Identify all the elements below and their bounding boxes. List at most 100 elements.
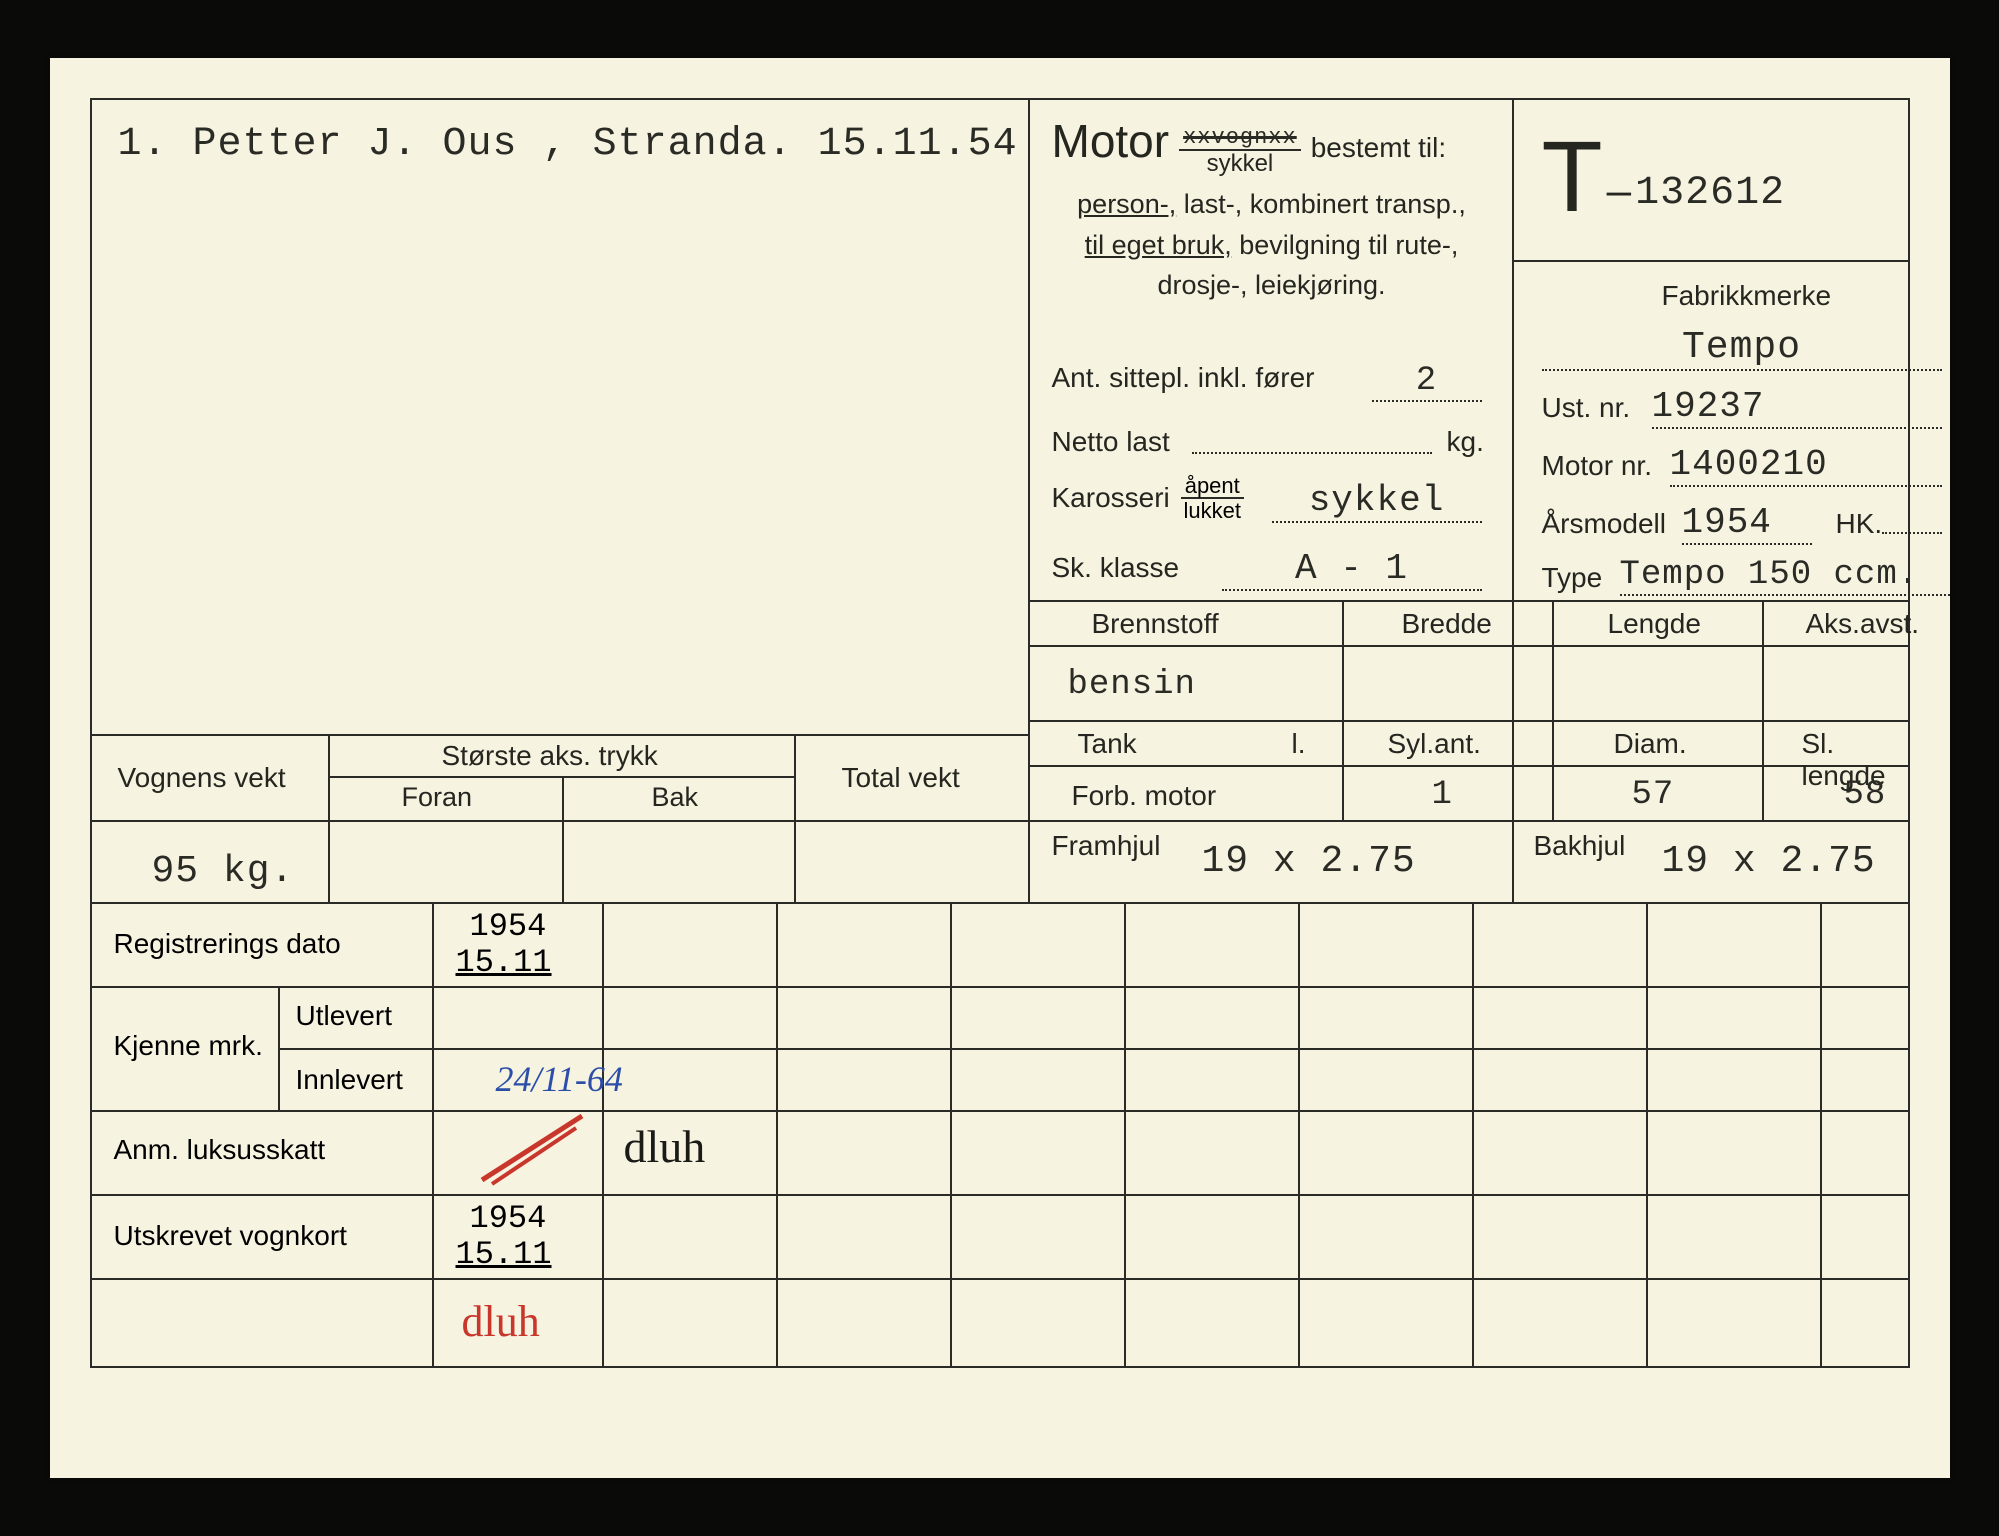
wt-v1b <box>562 776 564 902</box>
bakhjul-label: Bakhjul <box>1534 830 1626 862</box>
spec-v3 <box>1762 600 1764 820</box>
nettolast-val <box>1192 428 1432 454</box>
wheels-v1 <box>1028 820 1030 902</box>
spec-r3 <box>1028 765 1908 767</box>
spec-v1 <box>1342 600 1344 820</box>
v-diam: 57 <box>1632 776 1675 814</box>
h-brennstoff: Brennstoff <box>1092 608 1219 640</box>
wt-mid <box>328 776 794 778</box>
sykkel-word: sykkel <box>1203 151 1278 176</box>
utskrevet-sign: dluh <box>462 1296 540 1347</box>
br-h3 <box>92 1194 1908 1196</box>
red-slash-icon <box>472 1108 592 1188</box>
registration-card: 1. Petter J. Ous , Stranda. 15.11.54 Mot… <box>50 58 1950 1478</box>
bakhjul-val: 19 x 2.75 <box>1662 840 1876 883</box>
br-kjenne-split <box>278 986 280 1110</box>
spec-r1 <box>1028 645 1908 647</box>
sittepl-val: 2 <box>1372 362 1482 402</box>
anmluks-label: Anm. luksusskatt <box>114 1134 326 1166</box>
spec-r2 <box>1028 720 1908 722</box>
br-h4 <box>92 1278 1908 1280</box>
v-syl: 1 <box>1432 776 1453 814</box>
reg-dash: – <box>1607 166 1631 215</box>
h-tank-unit: l. <box>1292 728 1306 760</box>
arsmodell-label: Årsmodell <box>1542 508 1666 540</box>
h-aksavst: Aks.avst. <box>1806 608 1920 640</box>
karosseri-val: sykkel <box>1272 480 1482 523</box>
arsmodell-val: 1954 <box>1682 502 1812 545</box>
spec-top <box>1028 600 1908 602</box>
anmluks-sign: dluh <box>624 1120 706 1173</box>
vogn-struck: xxvognxx <box>1179 126 1301 151</box>
owner-line: 1. Petter J. Ous , Stranda. 15.11.54 <box>118 122 1018 167</box>
br-v1 <box>432 902 434 1368</box>
br-v8 <box>1646 902 1648 1368</box>
utlevert-label: Utlevert <box>296 1000 392 1032</box>
skklasse-val: A - 1 <box>1222 548 1482 591</box>
hk-val <box>1882 510 1942 534</box>
karosseri-label: Karosseri <box>1052 482 1170 514</box>
wt-h-total: Total vekt <box>842 762 960 794</box>
h-bredde: Bredde <box>1402 608 1492 640</box>
innlevert-val: 24/11-64 <box>496 1058 623 1100</box>
h-forb: Forb. motor <box>1072 780 1217 812</box>
reg-number: 132612 <box>1635 171 1785 216</box>
reg-hline <box>1512 260 1908 262</box>
h-syl: Syl.ant. <box>1388 728 1481 760</box>
spec-v2 <box>1552 600 1554 820</box>
skklasse-label: Sk. klasse <box>1052 552 1180 584</box>
divider-v2 <box>1512 100 1514 820</box>
divider-v1 <box>1028 100 1030 820</box>
br-h1b <box>278 1048 1908 1050</box>
wt-v1 <box>328 734 330 902</box>
br-v5 <box>1124 902 1126 1368</box>
ustnr-label: Ust. nr. <box>1542 392 1631 424</box>
h-tank: Tank <box>1078 728 1137 760</box>
v-brennstoff: bensin <box>1068 666 1196 704</box>
regnr-block: T – 132612 <box>1542 120 1786 235</box>
bestemt-til: bestemt til: <box>1311 132 1446 163</box>
card-frame: 1. Petter J. Ous , Stranda. 15.11.54 Mot… <box>90 98 1910 1368</box>
regdato-year: 1954 <box>470 908 547 945</box>
motornr-label: Motor nr. <box>1542 450 1652 482</box>
reg-T: T <box>1542 121 1603 233</box>
wheels-bot <box>92 902 1908 904</box>
karosseri-lukket: lukket <box>1180 499 1245 522</box>
wheels-v2 <box>1512 820 1514 902</box>
br-h1 <box>92 986 1908 988</box>
framhjul-label: Framhjul <box>1052 830 1161 862</box>
wt-top <box>92 734 1028 736</box>
karosseri-apent: åpent <box>1181 474 1244 499</box>
motor-block: Motor xxvognxx sykkel bestemt til: perso… <box>1052 114 1492 306</box>
framhjul-val: 19 x 2.75 <box>1202 840 1416 883</box>
fabrikkmerke-label: Fabrikkmerke <box>1662 280 1832 312</box>
wt-v-vekt: 95 kg. <box>152 850 295 893</box>
wt-h-foran: Foran <box>402 782 473 813</box>
utskrevet-date: 15.11 <box>456 1236 552 1273</box>
sittepl-label: Ant. sittepl. inkl. fører <box>1052 362 1315 394</box>
kjenne-label: Kjenne mrk. <box>114 1030 263 1062</box>
hk-label: HK. <box>1836 508 1883 540</box>
motornr-val: 1400210 <box>1670 444 1942 487</box>
br-h2 <box>92 1110 1908 1112</box>
wheels-row-top <box>92 820 1908 822</box>
utskrevet-year: 1954 <box>470 1200 547 1237</box>
regdato-date: 15.11 <box>456 944 552 981</box>
person-underlined: person-, <box>1077 189 1176 219</box>
br-v7 <box>1472 902 1474 1368</box>
utskrevet-label: Utskrevet vognkort <box>114 1220 347 1252</box>
br-v4 <box>950 902 952 1368</box>
br-v2 <box>602 902 604 1368</box>
innlevert-label: Innlevert <box>296 1064 403 1096</box>
h-diam: Diam. <box>1614 728 1687 760</box>
v-sllengde: 58 <box>1844 776 1887 814</box>
wt-h-aks: Største aks. trykk <box>442 740 658 772</box>
br-v6 <box>1298 902 1300 1368</box>
fabrikkmerke-val: Tempo <box>1542 326 1942 371</box>
tileget-underlined: til eget bruk, <box>1085 230 1232 260</box>
br-v3 <box>776 902 778 1368</box>
regdato-label: Registrerings dato <box>114 928 341 960</box>
type-val: Tempo 150 ccm. <box>1620 556 1950 596</box>
type-label: Type <box>1542 562 1603 594</box>
nettolast-kg: kg. <box>1447 426 1484 458</box>
